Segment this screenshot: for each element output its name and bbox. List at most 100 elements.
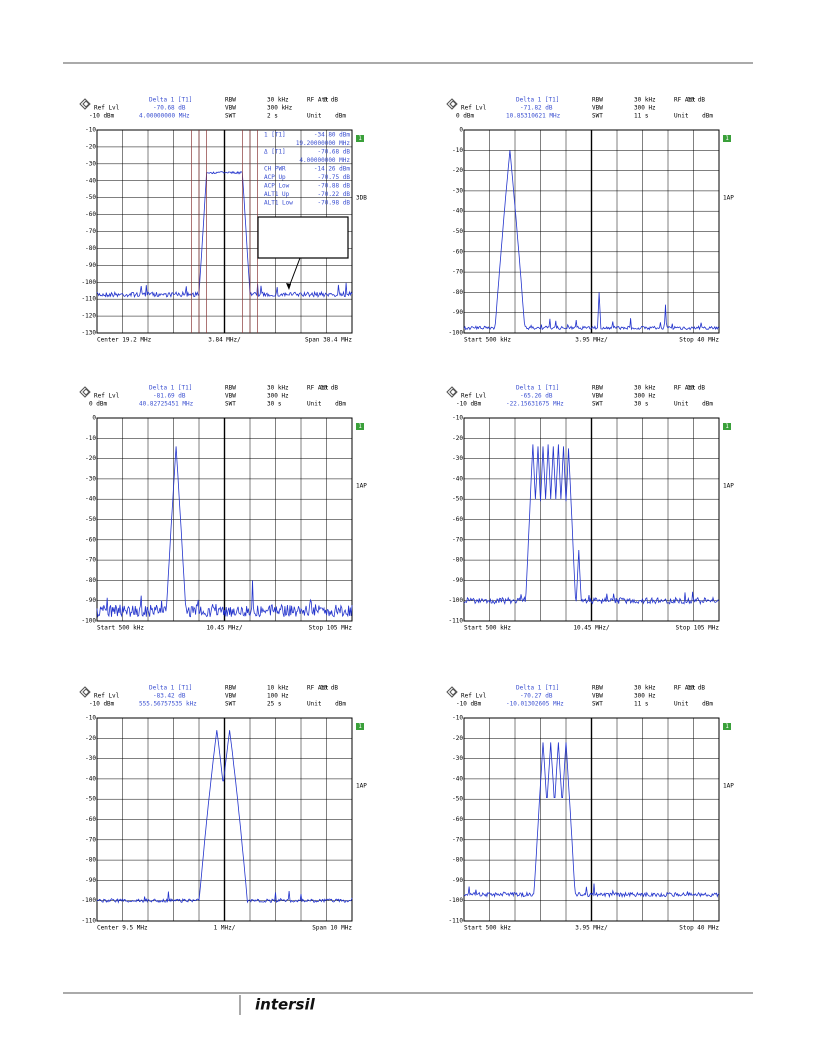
side-label: 1AP — [723, 195, 734, 202]
y-tick-label: -60 — [85, 211, 96, 218]
spectrum-trace — [96, 446, 353, 618]
setting: RBW — [592, 685, 603, 692]
y-tick-label: -90 — [85, 597, 96, 604]
ref-level: -10 dBm — [89, 701, 115, 708]
axis-footer: Start 500 kHz — [464, 625, 511, 632]
setting: 10 dB — [687, 385, 705, 392]
marker-table-entry: -70.22 dB — [317, 191, 350, 198]
y-tick-label: -130 — [82, 330, 97, 337]
setting: 10 dB — [687, 685, 705, 692]
y-tick-label: -50 — [85, 516, 96, 523]
marker-table-entry: ALT1 Up — [264, 191, 290, 198]
marker-level: -81.69 dB — [153, 393, 186, 400]
y-tick-label: -90 — [452, 309, 463, 316]
y-tick-label: -90 — [85, 262, 96, 269]
marker-title: Delta 1 [T1] — [516, 385, 559, 392]
side-label: 1AP — [356, 483, 367, 490]
axis-footer: Span 10 MHz — [312, 925, 352, 932]
ref-level: -10 dBm — [456, 701, 482, 708]
marker-title: Delta 1 [T1] — [149, 385, 192, 392]
y-tick-label: -70 — [452, 269, 463, 276]
setting: VBW — [592, 105, 603, 112]
setting: RBW — [225, 685, 236, 692]
y-tick-label: -70 — [85, 228, 96, 235]
setting: dBm — [335, 401, 346, 408]
marker-level: -65.26 dB — [520, 393, 553, 400]
trace-badge — [356, 135, 364, 142]
trace-label: 1 — [358, 723, 362, 730]
y-tick-label: -60 — [85, 536, 96, 543]
y-tick-label: -100 — [82, 897, 97, 904]
setting: 300 Hz — [267, 393, 289, 400]
y-tick-label: -70 — [85, 836, 96, 843]
analyzer-panel: Delta 1 [T1] Ref Lvl -65.26 dB -10 dBm -22.1… — [446, 385, 734, 632]
setting: SWT — [592, 113, 603, 120]
setting: 300 Hz — [634, 393, 656, 400]
analyzer-panel: Delta 1 [T1] Ref Lvl -71.82 dB 0 dBm 10.8531… — [446, 97, 734, 344]
y-tick-label: -100 — [449, 330, 464, 337]
y-tick-label: -40 — [452, 775, 463, 782]
trace-badge — [356, 723, 364, 730]
spectrum-trace — [463, 150, 720, 331]
y-tick-label: -80 — [85, 577, 96, 584]
setting: 30 kHz — [634, 685, 656, 692]
setting: RF Att — [307, 385, 329, 392]
setting: 30 kHz — [634, 97, 656, 104]
ref-level: 0 dBm — [89, 401, 107, 408]
setting: VBW — [225, 105, 236, 112]
side-label: 3DB — [356, 195, 367, 202]
axis-footer: Center 19.2 MHz — [97, 337, 152, 344]
marker-table-entry: ALT1 Low — [264, 200, 293, 207]
setting: VBW — [225, 393, 236, 400]
marker-freq: 40.82725451 MHz — [139, 401, 194, 408]
marker-table-entry: CH PWR — [264, 166, 286, 173]
trace-label: 1 — [725, 723, 729, 730]
setting: 30 kHz — [267, 385, 289, 392]
marker-freq: -10.01302605 MHz — [506, 701, 564, 708]
y-tick-label: -70 — [452, 836, 463, 843]
y-tick-label: -120 — [82, 313, 97, 320]
trace-label: 1 — [725, 135, 729, 142]
setting: SWT — [225, 113, 236, 120]
y-tick-label: -30 — [452, 187, 463, 194]
ref-label: Ref Lvl — [94, 105, 120, 112]
marker-freq: 10.85310621 MHz — [506, 113, 561, 120]
y-tick-label: -100 — [449, 597, 464, 604]
analyzer-panel: Delta 1 [T1] Ref Lvl -70.27 dB -10 dBm -10.0… — [446, 685, 734, 932]
marker-table-entry: 1 [T1] — [264, 132, 286, 139]
y-tick-label: -40 — [85, 775, 96, 782]
setting: RF Att — [674, 385, 696, 392]
y-tick-label: -50 — [452, 228, 463, 235]
marker-table-entry: -70.88 dB — [317, 183, 350, 190]
side-label: 1AP — [723, 483, 734, 490]
y-tick-label: -50 — [85, 194, 96, 201]
setting: 2 s — [267, 113, 278, 120]
marker-table-entry: -14.26 dBm — [314, 166, 351, 173]
setting: dBm — [335, 113, 346, 120]
y-tick-label: -110 — [449, 918, 464, 925]
axis-footer: 3.95 MHz/ — [575, 337, 608, 344]
setting: Unit — [674, 113, 689, 120]
trace-badge — [723, 723, 731, 730]
y-tick-label: -40 — [452, 475, 463, 482]
setting: 25 s — [267, 701, 282, 708]
setting: dBm — [702, 701, 713, 708]
setting: Unit — [674, 701, 689, 708]
y-tick-label: -20 — [452, 167, 463, 174]
axis-footer: Start 500 kHz — [464, 337, 511, 344]
y-tick-label: -50 — [452, 796, 463, 803]
y-tick-label: -70 — [452, 536, 463, 543]
setting: RBW — [225, 97, 236, 104]
marker-freq: 555.56757535 kHz — [139, 701, 197, 708]
y-tick-label: -80 — [452, 289, 463, 296]
axis-footer: 3.84 MHz/ — [208, 337, 241, 344]
spectrum-trace — [96, 170, 353, 298]
axis-footer: 1 MHz/ — [214, 925, 236, 932]
y-tick-label: -20 — [452, 435, 463, 442]
ref-level: -10 dBm — [89, 113, 115, 120]
ref-level: 0 dBm — [456, 113, 474, 120]
y-tick-label: -110 — [82, 296, 97, 303]
marker-level: -83.42 dB — [153, 693, 186, 700]
marker-freq: -22.15631675 MHz — [506, 401, 564, 408]
axis-footer: Stop 105 MHz — [309, 625, 353, 632]
